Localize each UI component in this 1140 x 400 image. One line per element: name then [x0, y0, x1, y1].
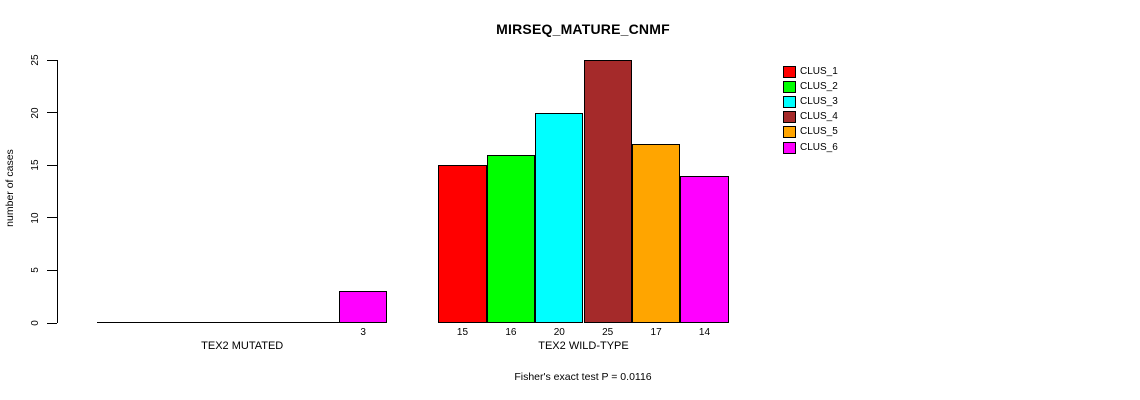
- legend-swatch-clus_3: [783, 96, 796, 109]
- bar-value-label-clus_6-tex2-wild-type: 14: [698, 327, 711, 338]
- y-axis-tick: [47, 112, 57, 114]
- legend-label-clus_3: CLUS_3: [800, 96, 838, 108]
- y-axis-line: [57, 60, 58, 323]
- legend-swatch-clus_5: [783, 126, 796, 139]
- bar-clus_6-tex2-mutated: [339, 291, 388, 323]
- legend-label-clus_1: CLUS_1: [800, 66, 838, 77]
- bar-clus_6-tex2-wild-type: [680, 175, 729, 323]
- bar-zero-clus_2-tex2-mutated: [145, 322, 195, 323]
- bar-clus_2-tex2-wild-type: [486, 154, 536, 323]
- legend-label-clus_2: CLUS_2: [800, 81, 838, 93]
- bar-zero-clus_3-tex2-mutated: [193, 322, 244, 323]
- legend-swatch-clus_2: [783, 81, 796, 94]
- y-axis-tick: [47, 164, 57, 166]
- y-axis-tick-label: 0: [30, 320, 41, 326]
- legend-swatch-clus_1: [783, 66, 796, 78]
- legend-label-clus_5: CLUS_5: [800, 126, 838, 138]
- bar-zero-clus_5-tex2-mutated: [290, 322, 340, 323]
- y-axis-tick-label: 15: [30, 159, 41, 171]
- y-axis-tick-label: 5: [30, 267, 41, 274]
- y-axis-tick-label: 10: [30, 212, 41, 224]
- legend-swatch-clus_6: [783, 141, 796, 154]
- legend-label-clus_6: CLUS_6: [800, 141, 838, 153]
- legend-swatch-clus_4: [783, 111, 796, 124]
- bar-zero-clus_4-tex2-mutated: [242, 322, 292, 323]
- y-axis-tick: [47, 269, 57, 271]
- bar-clus_5-tex2-wild-type: [631, 144, 681, 323]
- legend-label-clus_4: CLUS_4: [800, 111, 838, 123]
- bar-value-label-clus_3-tex2-wild-type: 20: [553, 327, 565, 338]
- bar-clus_1-tex2-wild-type: [438, 165, 487, 323]
- bar-value-label-clus_4-tex2-wild-type: 25: [602, 327, 614, 338]
- y-axis-label: number of cases: [4, 149, 16, 227]
- bar-clus_4-tex2-wild-type: [583, 60, 632, 323]
- y-axis-tick-label: 20: [30, 107, 41, 119]
- y-axis-tick: [47, 322, 57, 324]
- group-label-tex2-wild-type: TEX2 WILD-TYPE: [538, 340, 629, 352]
- bar-value-label-clus_6-tex2-mutated: 3: [360, 327, 366, 338]
- footer-caption: Fisher's exact test P = 0.0116: [514, 371, 652, 383]
- bar-value-label-clus_2-tex2-wild-type: 16: [505, 327, 517, 338]
- chart-title: MIRSEQ_MATURE_CNMF: [496, 21, 670, 37]
- y-axis-tick: [47, 59, 57, 61]
- y-axis-tick: [47, 217, 57, 219]
- bar-zero-clus_1-tex2-mutated: [97, 322, 147, 323]
- bar-value-label-clus_1-tex2-wild-type: 15: [456, 327, 469, 338]
- group-label-tex2-mutated: TEX2 MUTATED: [201, 340, 284, 352]
- bar-value-label-clus_5-tex2-wild-type: 17: [650, 327, 662, 338]
- y-axis-tick-label: 25: [30, 54, 41, 66]
- bar-clus_3-tex2-wild-type: [535, 112, 584, 323]
